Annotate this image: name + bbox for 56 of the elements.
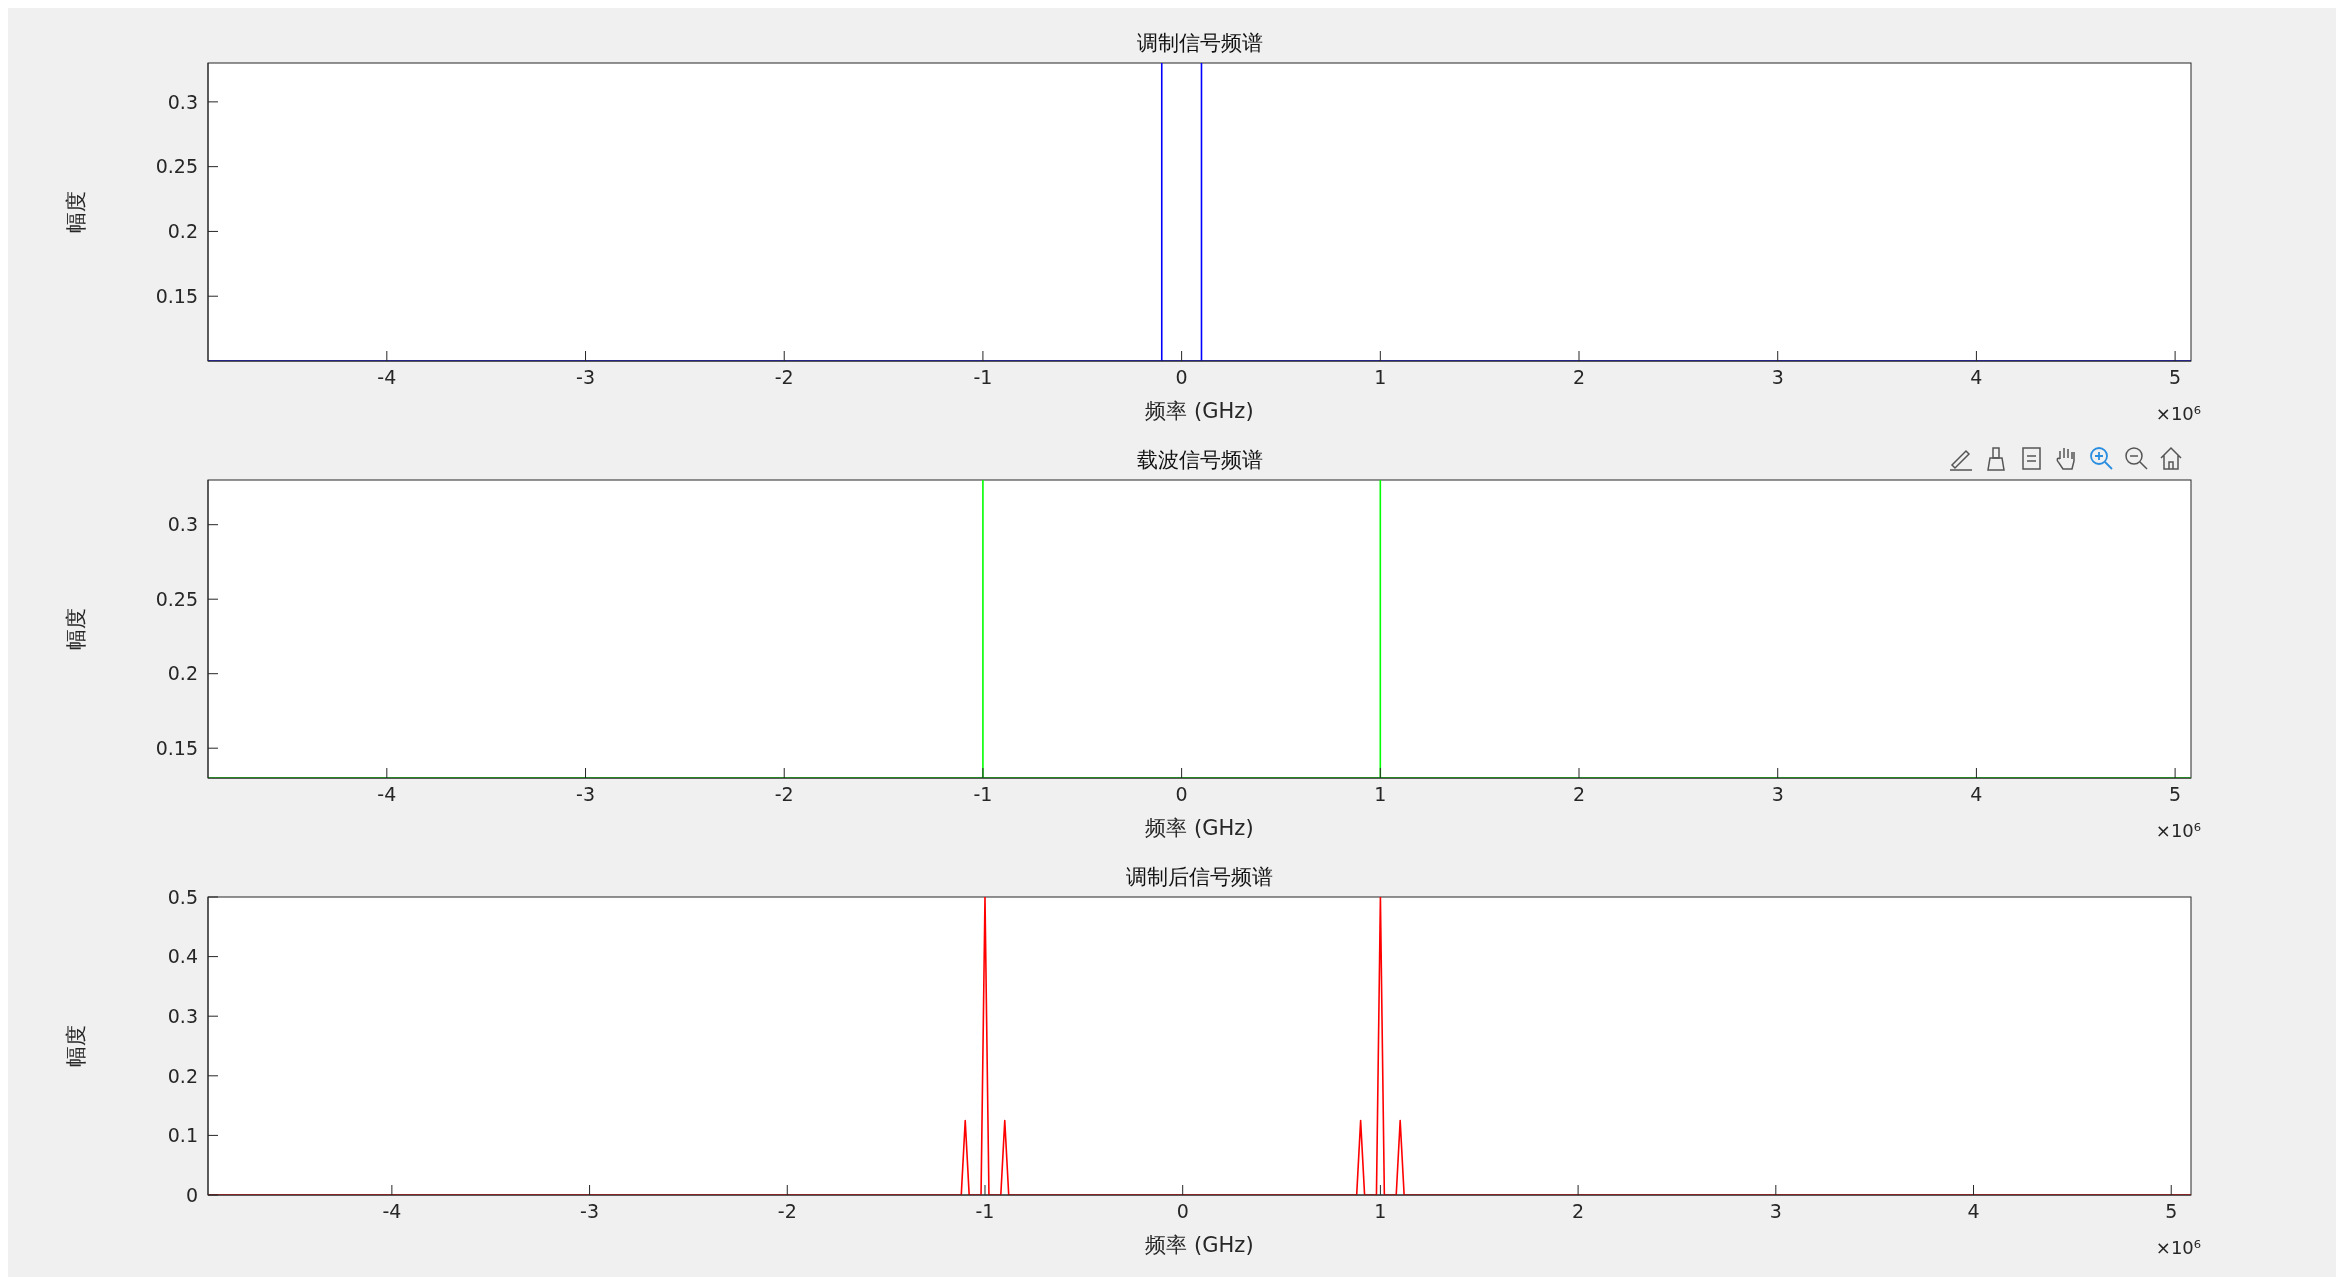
x-tick-label: 2	[1572, 1200, 1585, 1223]
y-tick-label: 0.2	[167, 1064, 198, 1087]
x-axis-title: 频率 (GHz)	[1145, 1232, 1254, 1257]
y-tick-label: 0.25	[155, 155, 198, 178]
x-tick-label: 3	[1771, 783, 1784, 806]
y-tick-label: 0.15	[155, 736, 198, 759]
chart-title: 调制信号频谱	[1135, 30, 1264, 57]
x-tick-label: 1	[1374, 783, 1387, 806]
x-tick-label: -1	[973, 783, 993, 806]
y-tick-label: 0.2	[167, 662, 198, 685]
y-tick-label: 0.5	[167, 885, 198, 908]
chart-title: 调制后信号频谱	[1125, 864, 1274, 891]
x-tick-label: 5	[2165, 1200, 2178, 1223]
x-tick-label: -2	[774, 783, 794, 806]
x-tick-label: 2	[1572, 366, 1586, 389]
x-tick-label: -1	[975, 1200, 995, 1223]
x-tick-label: 4	[1970, 783, 1983, 806]
x-tick-label: 0	[1175, 366, 1188, 389]
y-tick-label: 0.2	[167, 220, 198, 243]
x-tick-label: 1	[1374, 366, 1387, 389]
x-tick-label: 0	[1175, 783, 1188, 806]
x-axis-title: 频率 (GHz)	[1145, 398, 1254, 423]
y-tick-label: 0.3	[167, 1004, 198, 1027]
x-tick-label: -4	[377, 783, 397, 806]
x-tick-label: 0	[1176, 1200, 1189, 1223]
y-tick-label: 0.25	[155, 587, 198, 610]
x-tick-label: 3	[1771, 366, 1784, 389]
y-tick-label: 0.15	[155, 284, 198, 307]
y-tick-label: 0.3	[167, 513, 198, 536]
y-axis-title: 幅度	[64, 608, 89, 650]
x-tick-label: 3	[1769, 1200, 1782, 1223]
x-tick-label: 5	[2169, 783, 2182, 806]
y-axis-title: 幅度	[64, 191, 89, 233]
x-tick-label: 4	[1970, 366, 1983, 389]
text: ×10⁶	[2154, 1237, 2201, 1258]
x-tick-label: -4	[377, 366, 397, 389]
y-tick-label: 0.1	[167, 1124, 198, 1147]
x-tick-label: -3	[580, 1200, 600, 1223]
x-tick-label: -3	[576, 366, 595, 389]
x-tick-label: -3	[576, 783, 595, 806]
x-tick-label: -2	[774, 366, 794, 389]
x-tick-label: 2	[1572, 783, 1586, 806]
text: ×10⁶	[2154, 403, 2201, 424]
y-tick-label: 0.3	[167, 90, 198, 113]
y-tick-label: 0	[185, 1183, 198, 1206]
x-tick-label: 5	[2169, 366, 2182, 389]
x-axis-title: 频率 (GHz)	[1145, 815, 1254, 840]
text: ×10⁶	[2154, 820, 2201, 841]
y-tick-label: 0.4	[167, 945, 198, 968]
x-tick-label: -4	[382, 1200, 402, 1223]
x-tick-label: 4	[1967, 1200, 1980, 1223]
x-tick-label: 1	[1374, 1200, 1387, 1223]
x-tick-label: -2	[777, 1200, 797, 1223]
chart-title: 载波信号频谱	[1135, 447, 1264, 474]
y-axis-title: 幅度	[64, 1025, 89, 1067]
x-tick-label: -1	[973, 366, 993, 389]
